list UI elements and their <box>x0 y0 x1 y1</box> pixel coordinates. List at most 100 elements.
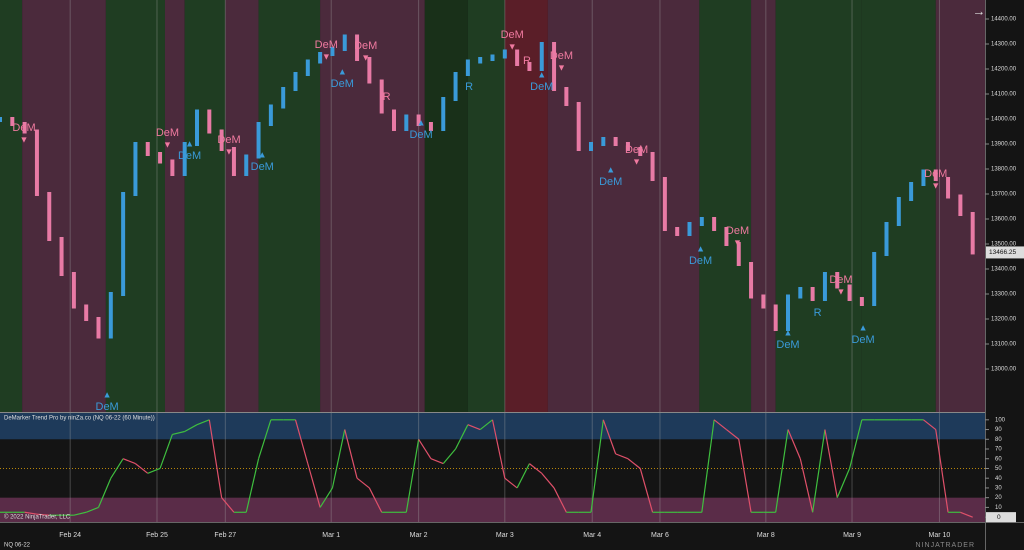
signal-label: DeM <box>689 255 712 267</box>
y-tick-label: 14000.00 <box>991 117 1017 123</box>
candle <box>305 59 310 76</box>
candle <box>158 152 163 164</box>
candle <box>490 54 495 61</box>
candle <box>281 87 286 109</box>
candle <box>145 142 150 156</box>
indicator-segment <box>307 463 321 508</box>
y-tick-label: 80 <box>995 437 1002 443</box>
candle <box>428 122 433 131</box>
signal-label: DeM <box>776 339 799 351</box>
y-tick-label: 13500.00 <box>991 242 1017 248</box>
signal-arrow: ▲ <box>606 164 615 174</box>
indicator-segment <box>442 448 457 464</box>
signal-label: DeM <box>924 168 947 180</box>
indicator-segment <box>590 419 604 513</box>
x-tick-label: Mar 9 <box>843 532 861 539</box>
candle <box>84 304 89 321</box>
y-tick-label: 30 <box>995 486 1002 492</box>
indicator-segment <box>73 511 87 516</box>
indicator-segment <box>368 487 383 513</box>
signal-arrow: ▲ <box>537 69 546 79</box>
y-tick-label: 60 <box>995 456 1002 462</box>
indicator-segment <box>430 458 444 465</box>
y-tick-label: 50 <box>995 466 1002 472</box>
indicator-segment <box>960 511 973 518</box>
indicator-segment <box>738 439 752 513</box>
candle <box>318 52 323 64</box>
signal-label: DeM <box>12 122 35 134</box>
trend-zone <box>547 0 700 412</box>
indicator-segment <box>799 458 814 513</box>
r-label: R <box>383 91 391 103</box>
signal-label: DeM <box>251 161 274 173</box>
candle <box>416 114 421 126</box>
signal-arrow: ▼ <box>361 52 370 62</box>
y-tick-label: 13400.00 <box>991 267 1017 273</box>
candle <box>342 34 347 51</box>
x-tick-label: Feb 27 <box>214 532 236 539</box>
trend-zone <box>699 0 752 412</box>
y-tick-label: 40 <box>995 476 1002 482</box>
indicator-segment <box>504 477 518 489</box>
last-indicator-box <box>986 512 1016 523</box>
signal-arrow: ▼ <box>733 237 742 247</box>
signal-label: DeM <box>726 225 749 237</box>
upper-zone <box>0 413 985 440</box>
candle <box>465 59 470 76</box>
signal-arrow: ▲ <box>696 243 705 253</box>
indicator-segment <box>356 477 370 489</box>
candle <box>244 154 249 176</box>
candle <box>96 317 101 339</box>
signal-arrow: ▲ <box>859 322 868 332</box>
y-tick-label: 13800.00 <box>991 167 1017 173</box>
candle <box>761 294 766 309</box>
candle <box>970 212 975 255</box>
y-tick-label: 14300.00 <box>991 42 1017 48</box>
candle <box>367 57 372 84</box>
signal-label: DeM <box>851 334 874 346</box>
signal-arrow: ▲ <box>185 138 194 148</box>
indicator-segment <box>787 429 801 459</box>
candle <box>59 237 64 276</box>
x-tick-label: Mar 1 <box>322 532 340 539</box>
candle <box>687 222 692 236</box>
candle <box>441 97 446 131</box>
candle <box>219 129 224 151</box>
signal-label: DeM <box>96 401 119 413</box>
candle <box>625 142 630 151</box>
indicator-segment <box>405 439 420 513</box>
candle <box>71 272 76 309</box>
candle <box>47 192 52 241</box>
candle <box>712 217 717 231</box>
indicator-segment <box>24 511 38 515</box>
y-tick-label: 13000.00 <box>991 367 1017 373</box>
symbol: NQ 06-22 <box>4 543 31 549</box>
candle <box>108 292 113 339</box>
candle <box>231 147 236 176</box>
indicator-segment <box>208 419 223 498</box>
candle <box>958 194 963 216</box>
r-label: R <box>814 307 822 319</box>
candle <box>121 192 126 296</box>
candle <box>502 49 507 59</box>
signal-arrow: ▲ <box>258 149 267 159</box>
indicator-segment <box>516 463 530 489</box>
candle <box>355 34 360 61</box>
last-indicator: 0 <box>997 514 1001 521</box>
candle <box>810 287 815 301</box>
candle <box>22 122 27 134</box>
signal-arrow: ▼ <box>632 156 641 166</box>
signal-label: DeM <box>354 40 377 52</box>
candle <box>847 284 852 301</box>
signal-label: DeM <box>550 50 573 62</box>
candle <box>884 222 889 256</box>
candle <box>675 227 680 236</box>
candle <box>404 114 409 131</box>
x-tick-label: Mar 3 <box>496 532 514 539</box>
candle <box>736 242 741 266</box>
trend-zone <box>467 0 505 412</box>
candle <box>515 49 520 66</box>
indicator-segment <box>602 419 617 455</box>
arrow-button[interactable]: → <box>973 3 986 18</box>
indicator-segment <box>639 468 654 513</box>
